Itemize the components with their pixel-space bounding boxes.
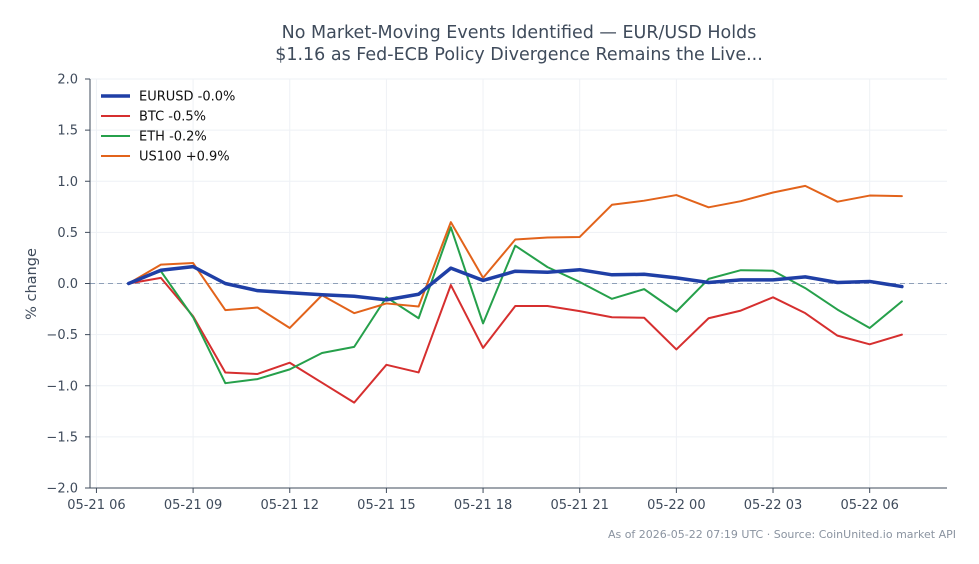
- chart-title-line-2: $1.16 as Fed-ECB Policy Divergence Remai…: [275, 45, 763, 65]
- y-tick-label: −2.0: [46, 482, 78, 497]
- series-line-eth: [127, 226, 903, 385]
- legend-label-eth: ETH -0.2%: [139, 130, 207, 145]
- x-tick-label: 05-22 00: [647, 498, 705, 513]
- y-tick-label: 0.5: [57, 226, 78, 241]
- x-tick-label: 05-21 18: [454, 498, 512, 513]
- y-axis-label: % change: [24, 248, 40, 320]
- legend-label-btc: BTC -0.5%: [139, 110, 206, 125]
- series-line-eurusd: [126, 264, 904, 302]
- x-tick-label: 05-21 09: [164, 498, 222, 513]
- y-tick-label: 2.0: [57, 73, 78, 88]
- legend: EURUSD -0.0% BTC -0.5% ETH -0.2% US100 +0.9…: [101, 90, 235, 165]
- x-tick-label: 05-21 06: [67, 498, 125, 513]
- x-tick-label: 05-22 06: [840, 498, 898, 513]
- legend-label-eurusd: EURUSD -0.0%: [139, 90, 235, 105]
- grid: [90, 78, 947, 489]
- footer-source: As of 2026-05-22 07:19 UTC · Source: Coi…: [608, 528, 956, 541]
- y-tick-label: 0.0: [57, 277, 78, 292]
- y-axis-ticks: 2.0 1.5 1.0 0.5 0.0 −0.5 −1.0 −1.5 −2.0: [46, 73, 90, 497]
- y-tick-label: −1.0: [46, 379, 78, 394]
- x-axis-ticks: 05-21 06 05-21 09 05-21 12 05-21 15 05-21 18…: [67, 488, 899, 513]
- y-tick-label: −0.5: [46, 328, 78, 343]
- x-tick-label: 05-21 12: [261, 498, 319, 513]
- series-line-us100: [127, 184, 903, 329]
- series-line-btc: [127, 276, 903, 404]
- plot-area: [126, 184, 904, 404]
- legend-label-us100: US100 +0.9%: [139, 150, 230, 165]
- chart-title-line-1: No Market-Moving Events Identified — EUR…: [282, 23, 757, 43]
- x-tick-label: 05-21 21: [550, 498, 608, 513]
- y-tick-label: 1.5: [57, 124, 78, 139]
- y-tick-label: −1.5: [46, 430, 78, 445]
- x-tick-label: 05-22 03: [744, 498, 802, 513]
- x-tick-label: 05-21 15: [357, 498, 415, 513]
- y-tick-label: 1.0: [57, 175, 78, 190]
